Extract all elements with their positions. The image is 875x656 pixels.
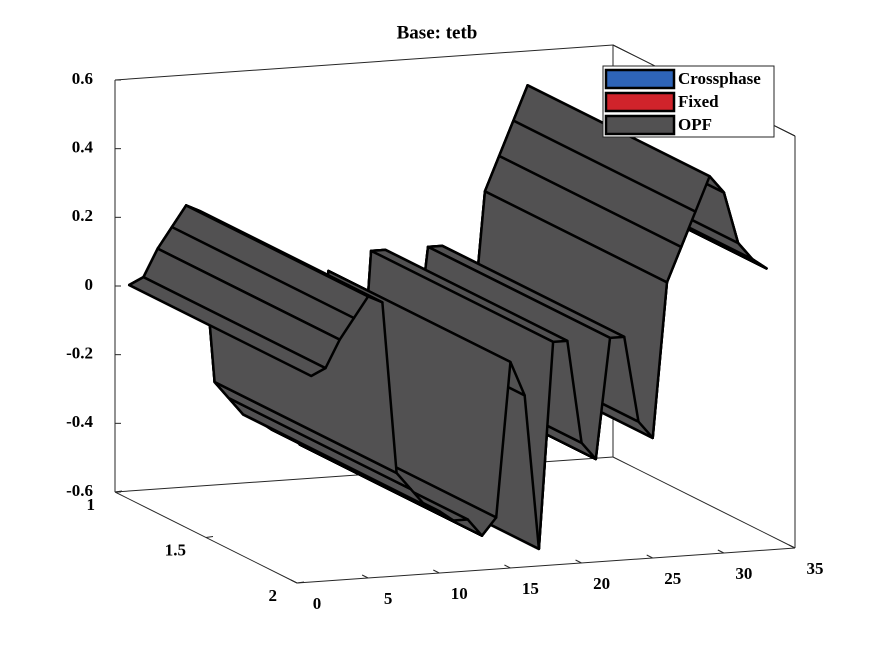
legend-label: Fixed — [678, 92, 719, 111]
x-tick — [361, 574, 369, 579]
z-tick-label: -0.2 — [66, 344, 93, 363]
x-tick — [717, 549, 725, 554]
x-tick-label: 20 — [593, 574, 610, 593]
x-tick — [504, 564, 511, 569]
legend-swatch — [604, 91, 676, 113]
axis-box — [114, 44, 614, 81]
legend-swatch — [604, 114, 676, 136]
y-tick — [205, 536, 214, 538]
x-tick — [433, 569, 440, 574]
x-tick — [646, 554, 653, 559]
y-tick-label: 1 — [87, 495, 96, 514]
x-tick-label: 0 — [313, 594, 322, 613]
chart-title: Base: tetb — [397, 22, 478, 43]
y-tick-label: 2 — [269, 586, 278, 605]
y-tick-label: 1.5 — [165, 540, 186, 559]
z-tick-label: 0.6 — [72, 69, 93, 88]
z-tick-label: -0.4 — [66, 412, 93, 431]
y-tick — [114, 490, 123, 493]
z-tick-label: 0 — [85, 275, 94, 294]
surface — [127, 84, 768, 551]
z-tick-label: 0.4 — [72, 138, 94, 157]
z-tick-label: 0.2 — [72, 206, 93, 225]
legend-label: OPF — [678, 115, 712, 134]
legend: Crossphase Fixed OPF — [602, 65, 775, 138]
legend-label: Crossphase — [678, 69, 761, 88]
legend-swatch — [604, 68, 676, 90]
x-tick — [290, 579, 298, 584]
x-tick — [575, 559, 582, 564]
x-tick-label: 25 — [664, 569, 681, 588]
x-tick — [788, 544, 796, 549]
x-tick-label: 35 — [807, 559, 824, 578]
z-tick-label: -0.6 — [66, 481, 93, 500]
x-tick-label: 5 — [384, 589, 393, 608]
surface-patch — [127, 275, 327, 378]
x-tick-label: 10 — [451, 584, 468, 603]
x-tick-label: 15 — [522, 579, 539, 598]
axis-line — [612, 456, 796, 549]
x-tick-label: 30 — [735, 564, 752, 583]
y-tick — [296, 581, 305, 584]
axis-line — [296, 547, 796, 584]
